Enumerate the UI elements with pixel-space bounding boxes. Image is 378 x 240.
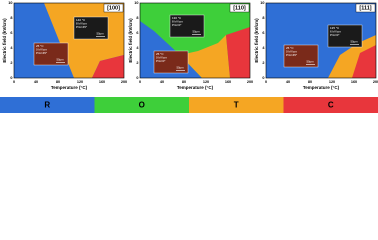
x-tick-label: 0 bbox=[139, 80, 141, 84]
inset-text: 25 °C bbox=[286, 46, 294, 50]
y-tick-label: 10 bbox=[260, 1, 264, 5]
inset-text: 130 °C bbox=[172, 16, 182, 20]
x-tick-label: 40 bbox=[160, 80, 164, 84]
y-tick-label: 8 bbox=[136, 16, 138, 20]
inset-text: 0 kV/cm bbox=[156, 55, 167, 59]
y-tick-label: 4 bbox=[136, 46, 139, 50]
micrograph-inset bbox=[153, 50, 189, 74]
plot-frame bbox=[265, 2, 377, 79]
inset-text: P/A=45° bbox=[76, 25, 88, 29]
phase-legend-label: R bbox=[44, 101, 50, 110]
inset-text: P/A=0° bbox=[156, 59, 166, 63]
plot-frame bbox=[13, 2, 125, 79]
x-tick-label: 80 bbox=[182, 80, 186, 84]
y-tick-label: 0 bbox=[262, 76, 264, 80]
phase-region bbox=[180, 35, 230, 78]
y-tick-label: 0 bbox=[136, 76, 138, 80]
inset-text: 140 °C bbox=[76, 18, 86, 22]
x-tick-label: 0 bbox=[13, 80, 15, 84]
y-tick-label: 6 bbox=[262, 31, 264, 35]
y-tick-label: 2 bbox=[10, 61, 12, 65]
y-tick-label: 2 bbox=[136, 61, 138, 65]
inset-text: P/A=0° bbox=[330, 33, 340, 37]
inset-text: 25 °C bbox=[156, 52, 164, 56]
inset-text: P/A=45° bbox=[36, 51, 48, 55]
y-axis-label: Electric field (kV/cm) bbox=[254, 18, 259, 63]
y-tick-label: 8 bbox=[10, 16, 12, 20]
scale-bar-label: 50μm bbox=[96, 32, 104, 36]
scale-bar-label: 50μm bbox=[176, 66, 184, 70]
x-axis-label: Temperature (°C) bbox=[303, 85, 340, 90]
panel-label: [111] bbox=[359, 6, 371, 12]
y-tick-label: 4 bbox=[262, 46, 265, 50]
x-tick-label: 120 bbox=[77, 80, 83, 84]
y-axis-label: Electric field (kV/cm) bbox=[2, 18, 7, 63]
inset-text: 8 kV/cm bbox=[172, 19, 183, 23]
y-tick-label: 8 bbox=[262, 16, 264, 20]
x-tick-label: 120 bbox=[329, 80, 335, 84]
y-axis-label: Electric field (kV/cm) bbox=[128, 18, 133, 63]
panel-label-box bbox=[229, 3, 250, 13]
inset-text: 8 kV/cm bbox=[76, 21, 87, 25]
scale-bar-label: 50μm bbox=[192, 30, 200, 34]
panel-label-box bbox=[355, 3, 376, 13]
phase-legend-label: C bbox=[328, 101, 334, 110]
x-tick-label: 80 bbox=[56, 80, 60, 84]
phase-legend-swatch bbox=[189, 97, 284, 113]
x-tick-label: 160 bbox=[225, 80, 231, 84]
x-tick-label: 200 bbox=[373, 80, 378, 84]
panel-label: [110] bbox=[233, 6, 246, 12]
y-tick-label: 10 bbox=[134, 1, 138, 5]
inset-text: 0 kV/cm bbox=[286, 49, 297, 53]
panel: [111] 135 °C6 kV/cmP/A=0° 50μm 25 °C0 kV/cm… bbox=[254, 1, 378, 90]
micrograph-inset bbox=[169, 14, 205, 38]
x-tick-label: 160 bbox=[351, 80, 357, 84]
micrograph-inset bbox=[73, 16, 109, 40]
phase-legend-swatch bbox=[94, 97, 189, 113]
x-axis-label: Temperature (°C) bbox=[177, 85, 214, 90]
y-tick-label: 10 bbox=[8, 1, 12, 5]
y-tick-label: 2 bbox=[262, 61, 264, 65]
panel-label: [100] bbox=[107, 6, 120, 12]
phase-legend-label: T bbox=[234, 101, 239, 110]
micrograph-inset bbox=[33, 42, 69, 66]
inset-text: P/A=0° bbox=[172, 23, 182, 27]
x-tick-label: 200 bbox=[121, 80, 127, 84]
inset-text: P/A=45° bbox=[286, 53, 298, 57]
y-tick-label: 6 bbox=[10, 31, 12, 35]
micrograph-inset bbox=[283, 44, 319, 68]
phase-region bbox=[92, 55, 124, 78]
inset-text: 25 °C bbox=[36, 44, 44, 48]
scale-bar-label: 50μm bbox=[306, 60, 314, 64]
phase-region bbox=[226, 27, 250, 78]
scale-bar-label: 50μm bbox=[350, 40, 358, 44]
scale-bar-label: 50μm bbox=[56, 58, 64, 62]
x-tick-label: 40 bbox=[34, 80, 38, 84]
y-tick-label: 6 bbox=[136, 31, 138, 35]
x-tick-label: 0 bbox=[265, 80, 267, 84]
inset-text: 6 kV/cm bbox=[330, 29, 341, 33]
plot-frame bbox=[139, 2, 251, 79]
y-tick-label: 4 bbox=[10, 46, 13, 50]
inset-text: 0 kV/cm bbox=[36, 47, 47, 51]
inset-text: 135 °C bbox=[330, 26, 340, 30]
micrograph-inset bbox=[327, 24, 363, 48]
panel-label-box bbox=[103, 3, 124, 13]
y-tick-label: 0 bbox=[10, 76, 12, 80]
x-tick-label: 200 bbox=[247, 80, 253, 84]
x-tick-label: 120 bbox=[203, 80, 209, 84]
phase-legend-label: O bbox=[139, 101, 145, 110]
x-tick-label: 80 bbox=[308, 80, 312, 84]
phase-legend-swatch bbox=[0, 97, 95, 113]
x-axis-label: Temperature (°C) bbox=[51, 85, 88, 90]
x-tick-label: 40 bbox=[286, 80, 290, 84]
x-tick-label: 160 bbox=[99, 80, 105, 84]
phase-legend-swatch bbox=[283, 97, 378, 113]
phase-region bbox=[352, 45, 376, 78]
